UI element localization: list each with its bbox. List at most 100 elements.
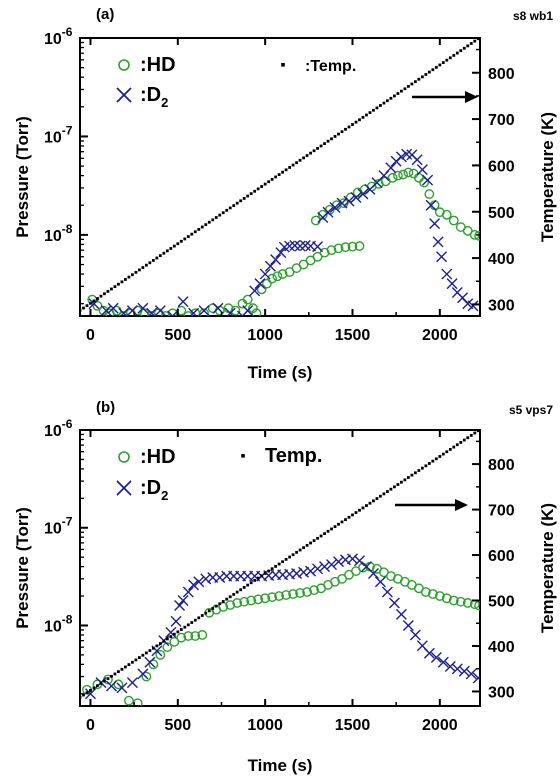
temp-point [270, 567, 274, 571]
y2-tick-label: 300 [488, 684, 515, 701]
d2-point [126, 677, 138, 689]
temp-point [117, 282, 120, 286]
temp-point [340, 130, 344, 134]
temp-point [148, 649, 152, 652]
hd-point [281, 590, 292, 600]
hd-point [190, 631, 201, 641]
temp-point [281, 170, 285, 174]
temp-point [242, 197, 246, 200]
temp-point [260, 574, 264, 578]
d2-point [333, 556, 345, 568]
temp-point [365, 113, 368, 117]
temp-point [214, 216, 218, 219]
panel-b: 0 500 1000 1500 2000 10-8 10-7 10-6 300 400 500 600… [13, 399, 557, 775]
y-axis-title: Pressure (Torr) [13, 507, 32, 629]
d2-point [212, 302, 224, 314]
temp-point [80, 309, 82, 312]
temp-point [141, 653, 145, 657]
hd-point [337, 573, 347, 584]
temp-point [99, 294, 103, 298]
temp-point [372, 108, 375, 112]
temp-point [193, 618, 197, 622]
hd-point [298, 259, 309, 270]
panel-label: (b) [96, 399, 115, 416]
plot-frame [79, 429, 481, 707]
temp-point [424, 73, 428, 76]
temp-point [438, 455, 442, 458]
temp-point [85, 304, 89, 308]
temp-point [354, 120, 358, 124]
y2-tick-label: 800 [488, 457, 515, 474]
hd-point [242, 294, 253, 305]
temp-point [148, 261, 152, 265]
legend-hd-label: :HD [140, 446, 176, 468]
temp-point [333, 525, 337, 529]
d2-point [224, 307, 236, 316]
d2-point [118, 307, 130, 316]
temp-point [434, 457, 438, 461]
hd-point [333, 243, 344, 254]
hd-point [434, 591, 445, 601]
hd-point [183, 631, 194, 641]
temp-point [190, 232, 194, 236]
d2-point [430, 652, 442, 664]
d2-point [270, 254, 282, 266]
hd-point [197, 630, 208, 640]
temp-point [302, 156, 305, 160]
d2-point [193, 576, 205, 588]
x-tick-label: 1500 [335, 717, 371, 734]
temp-point [462, 46, 466, 50]
temp-point [169, 635, 173, 638]
d2-point [441, 268, 453, 280]
hd-point [207, 303, 218, 314]
x-axis-title: Time (s) [248, 756, 313, 775]
x-tick-label: 0 [86, 717, 95, 734]
y2-tick-label: 500 [488, 205, 515, 222]
temp-point [253, 579, 257, 582]
hd-point [148, 659, 159, 670]
temp-point [382, 492, 386, 496]
right-axis-arrow [412, 91, 478, 103]
temp-point [309, 151, 312, 155]
temp-point [319, 144, 323, 148]
series-hd [87, 167, 480, 316]
temp-point [427, 70, 431, 74]
temp-point [312, 539, 316, 543]
series-temp [80, 430, 480, 699]
hd-point [441, 593, 452, 604]
hd-point [441, 209, 452, 220]
temp-point [207, 220, 211, 224]
d2-point [177, 296, 189, 308]
hd-point [419, 177, 430, 188]
temp-point [92, 299, 96, 303]
temp-point [134, 270, 138, 274]
hd-point [347, 241, 358, 252]
temp-point [120, 280, 124, 284]
temp-point [333, 135, 337, 138]
y2-tick-label: 800 [488, 66, 515, 83]
x-tick-label: 500 [164, 327, 191, 344]
d2-point [299, 240, 311, 252]
temp-point [165, 637, 169, 641]
temp-point [469, 433, 473, 437]
temp-point [263, 571, 267, 575]
temp-point [242, 586, 246, 589]
temp-point [176, 242, 180, 246]
temp-point [176, 630, 180, 634]
d2-point [312, 563, 324, 575]
hd-point [345, 192, 356, 203]
temp-point [103, 292, 106, 296]
y-axis-title: Pressure (Torr) [13, 116, 32, 238]
temp-point [183, 625, 187, 629]
temp-point [249, 581, 253, 585]
temp-point [270, 177, 274, 181]
temp-point [389, 96, 393, 100]
legend-temp-label: :Temp. [305, 58, 356, 75]
legend-hd-marker [118, 451, 130, 463]
temp-point [298, 158, 302, 162]
hd-point [310, 215, 321, 226]
hd-point [155, 649, 166, 660]
x-tick-label: 1000 [247, 717, 283, 734]
temp-point [211, 607, 215, 610]
d2-point [298, 566, 310, 578]
